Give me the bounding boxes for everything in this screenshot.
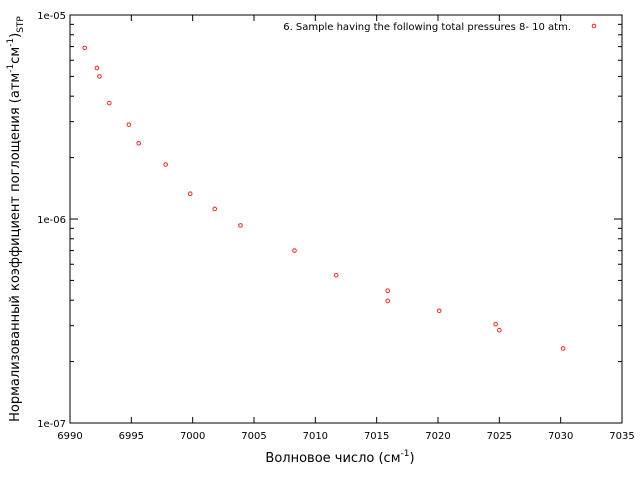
plot-frame	[69, 14, 623, 424]
data-points	[82, 45, 566, 351]
y-axis-label: Нормализованный коэффициент поглощения (…	[6, 16, 26, 422]
x-tick-label: 7025	[487, 431, 512, 442]
data-point	[136, 141, 141, 146]
data-point	[385, 298, 391, 304]
data-point	[238, 223, 243, 228]
axis-ticks: 6990 6995 7000 7005 7010 7015 7020 7025 7030 7035…	[37, 11, 635, 442]
x-tick-label: 7015	[364, 431, 389, 442]
x-tick-label: 7010	[303, 431, 328, 442]
x-tick-label: 7035	[609, 431, 634, 442]
data-point	[436, 308, 442, 314]
data-point	[333, 272, 339, 278]
data-point	[163, 162, 168, 167]
y-tick-label: 1e-07	[37, 419, 66, 430]
x-tick-label: 6995	[119, 431, 144, 442]
data-point	[187, 191, 193, 197]
data-point	[292, 248, 297, 253]
x-axis-label: Волновое число (см-1)	[265, 449, 414, 466]
data-point	[97, 74, 102, 79]
y-tick-label: 1e-06	[37, 215, 66, 226]
data-point	[560, 346, 566, 351]
x-tick-label: 7005	[241, 431, 266, 442]
data-point	[82, 45, 88, 51]
x-tick-label: 6990	[57, 431, 82, 442]
legend-marker	[591, 23, 597, 29]
data-point	[493, 321, 498, 327]
data-point	[94, 65, 100, 71]
x-tick-label: 7020	[425, 431, 450, 442]
y-tick-label: 1e-05	[37, 11, 66, 22]
data-point	[106, 100, 112, 106]
data-point	[212, 206, 218, 212]
x-tick-label: 7000	[180, 431, 205, 442]
data-point	[385, 288, 391, 294]
data-point	[126, 122, 132, 127]
legend-entry: 6. Sample having the following total pre…	[283, 22, 571, 33]
data-point	[497, 327, 502, 333]
x-tick-label: 7030	[548, 431, 573, 442]
